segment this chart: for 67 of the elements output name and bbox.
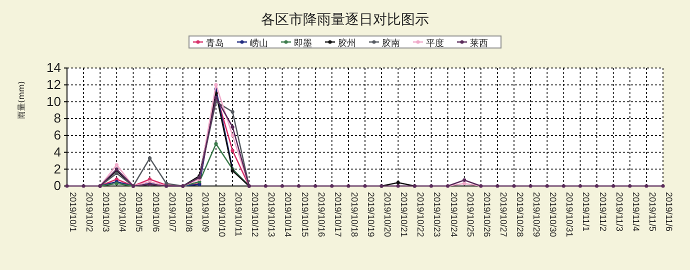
x-tick-label: 2019/11/1 — [581, 192, 592, 232]
x-tick-label: 2019/10/4 — [118, 192, 128, 232]
x-tick-label: 2019/10/17 — [332, 192, 343, 238]
chart-title: 各区市降雨量逐日对比图示 — [261, 12, 429, 28]
legend-label: 青岛 — [206, 38, 224, 49]
x-tick-label: 2019/10/20 — [382, 192, 393, 238]
point — [148, 156, 152, 160]
legend-label: 莱西 — [470, 38, 488, 49]
x-tick-label: 2019/10/7 — [167, 192, 178, 232]
point — [462, 182, 466, 186]
y-tick-label: 12 — [46, 77, 61, 92]
x-tick-label: 2019/10/14 — [283, 192, 294, 238]
x-tick-label: 2019/11/5 — [647, 192, 658, 232]
point — [230, 134, 234, 138]
x-tick-label: 2019/10/9 — [200, 192, 210, 232]
y-axis-title: 雨量(mm) — [17, 81, 26, 119]
x-tick-label: 2019/10/2 — [84, 192, 95, 232]
point — [114, 172, 118, 176]
point — [462, 178, 466, 182]
y-tick-label: 4 — [54, 144, 61, 160]
point — [114, 163, 118, 167]
x-tick-label: 2019/10/11 — [234, 192, 244, 236]
x-tick-label: 2019/10/1 — [68, 192, 78, 232]
x-tick-label: 2019/10/10 — [217, 192, 227, 238]
x-tick-label: 2019/10/18 — [349, 192, 360, 238]
x-tick-label: 2019/10/22 — [416, 192, 426, 238]
x-tick-label: 2019/11/2 — [598, 192, 608, 232]
x-tick-label: 2019/10/25 — [465, 192, 476, 238]
x-tick-label: 2019/11/6 — [664, 192, 674, 232]
legend-label: 即墨 — [294, 38, 312, 49]
y-tick-label: 8 — [54, 110, 61, 126]
x-tick-label: 2019/10/21 — [399, 192, 410, 238]
y-tick-label: 6 — [54, 128, 61, 143]
y-tick-label: 10 — [46, 94, 61, 109]
y-tick-label: 2 — [54, 161, 61, 176]
legend-label: 胶南 — [382, 38, 400, 49]
x-tick-label: 2019/10/28 — [515, 192, 525, 238]
legend-label: 胶州 — [338, 38, 356, 49]
x-tick-label: 2019/10/31 — [564, 192, 575, 238]
legend-label: 崂山 — [250, 38, 268, 49]
x-tick-label: 2019/10/29 — [532, 192, 542, 238]
x-tick-label: 2019/10/24 — [448, 192, 459, 238]
point — [214, 96, 218, 100]
x-tick-label: 2019/10/30 — [548, 192, 558, 238]
x-tick-label: 2019/10/12 — [250, 192, 260, 238]
point — [230, 110, 234, 114]
x-tick-label: 2019/10/26 — [482, 192, 492, 238]
x-tick-label: 2019/10/27 — [498, 192, 508, 238]
x-tick-label: 2019/11/4 — [630, 192, 641, 232]
x-tick-label: 2019/10/8 — [184, 192, 194, 232]
point — [396, 180, 400, 184]
x-tick-label: 2019/10/15 — [300, 192, 310, 238]
point — [214, 83, 218, 87]
point — [230, 148, 234, 152]
point — [230, 125, 234, 129]
x-tick-label: 2019/10/5 — [134, 192, 144, 232]
x-tick-label: 2019/10/23 — [432, 192, 442, 238]
x-tick-label: 2019/10/3 — [101, 192, 112, 232]
x-tick-label: 2019/10/16 — [316, 192, 326, 238]
point — [214, 142, 218, 146]
x-tick-label: 2019/11/3 — [614, 192, 624, 232]
x-tick-label: 2019/10/6 — [150, 192, 161, 232]
y-tick-label: 14 — [46, 60, 61, 76]
y-tick-label: 0 — [54, 178, 61, 194]
x-tick-label: 2019/10/19 — [366, 192, 376, 238]
x-tick-label: 2019/10/13 — [266, 192, 277, 238]
legend-label: 平度 — [426, 38, 444, 49]
